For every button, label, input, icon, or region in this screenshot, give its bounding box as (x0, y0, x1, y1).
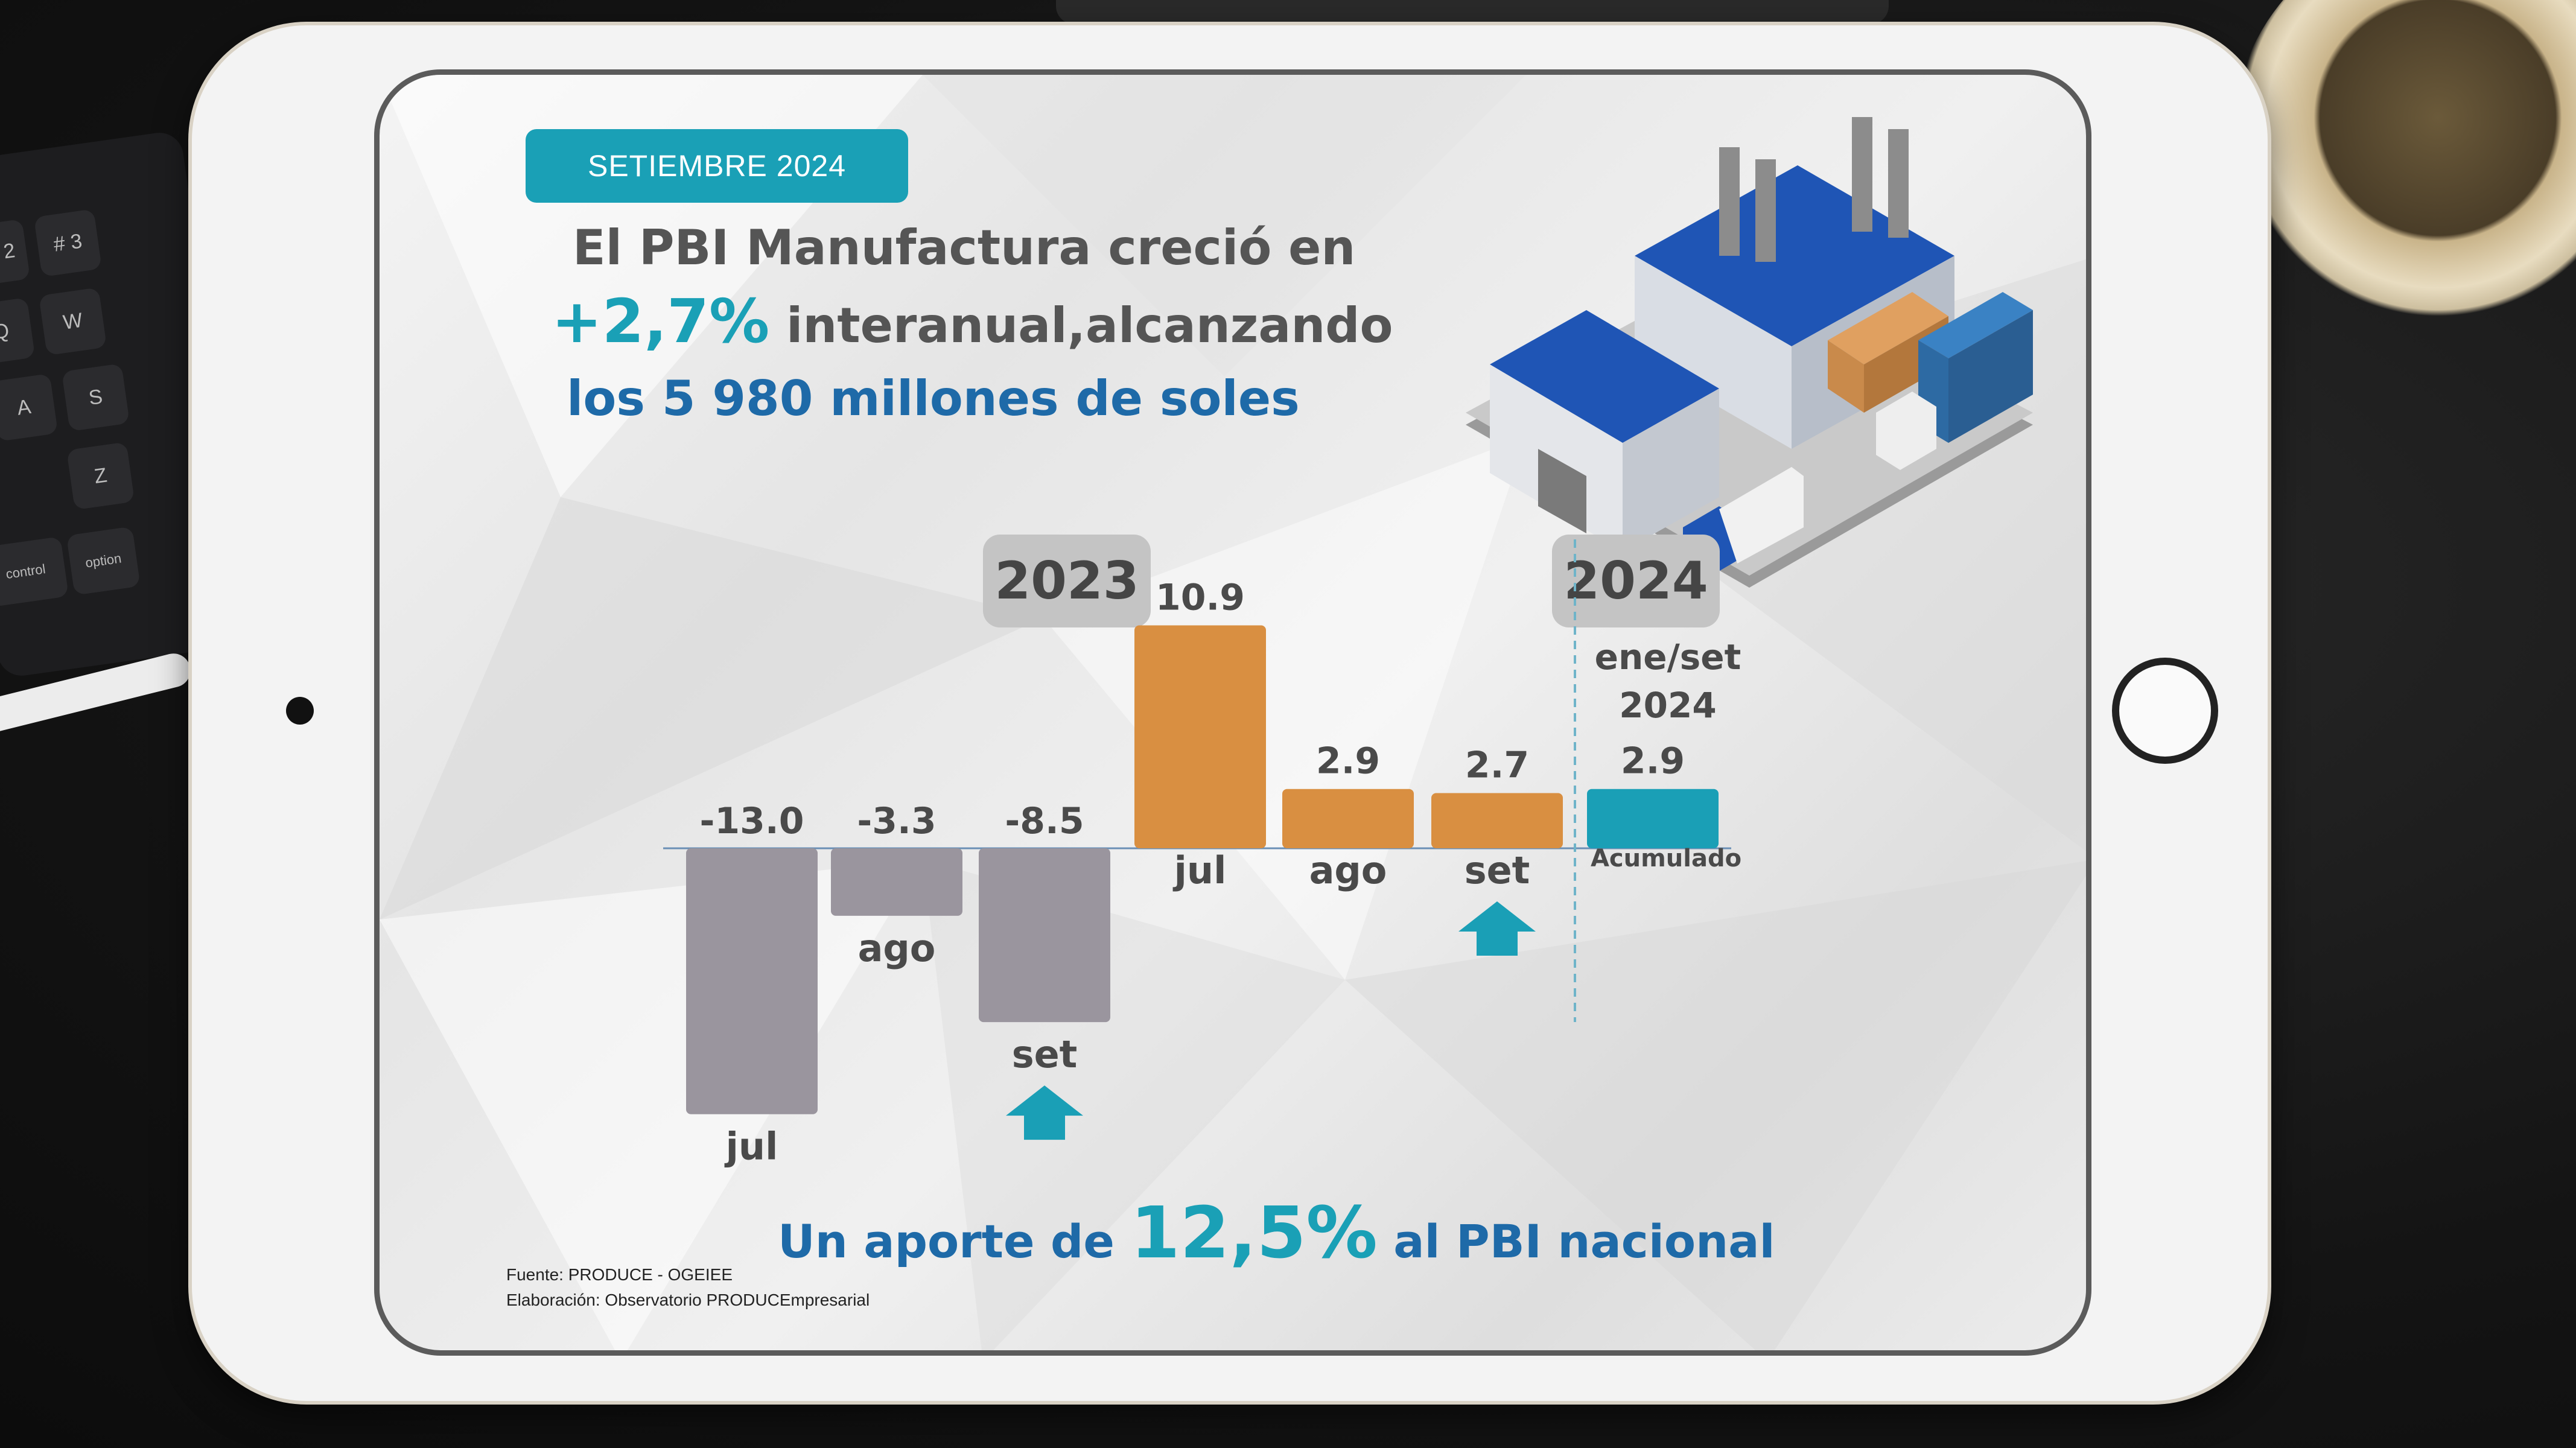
contribution-suffix: al PBI nacional (1377, 1215, 1775, 1268)
up-arrow-icon (1458, 901, 1536, 956)
category-label-4: ago (1309, 848, 1387, 892)
contribution-prefix: Un aporte de (778, 1215, 1131, 1268)
notebook (1056, 0, 1889, 24)
keyboard-key: W (39, 287, 107, 356)
category-label-3: jul (1172, 848, 1227, 892)
up-arrow-icon (1006, 1085, 1083, 1140)
keyboard-key: @ 2 (0, 218, 31, 287)
keyboard-key: S (62, 363, 130, 432)
keyboard-key: A (0, 373, 59, 442)
contribution-statement: Un aporte de 12,5% al PBI nacional (778, 1191, 1775, 1274)
bar-set-2 (979, 848, 1110, 1023)
year-label-2024: 2024 (1552, 535, 1720, 627)
value-label-3: 10.9 (1156, 576, 1245, 618)
bar-set-5 (1431, 793, 1563, 848)
value-label-1: -3.3 (857, 800, 936, 842)
keyboard-key: # 3 (33, 209, 102, 278)
category-label-6: Acumulado (1591, 845, 1741, 872)
factory-illustration (1466, 117, 2033, 588)
year-label-2023: 2023 (983, 535, 1151, 627)
infographic-screen: SETIEMBRE 2024 El PBI Manufactura creció… (374, 69, 2091, 1356)
value-label-2: -8.5 (1005, 800, 1084, 842)
growth-percentage: +2,7% (552, 286, 770, 357)
headline-line-1: El PBI Manufactura creció en (573, 220, 1356, 276)
credits-text: Elaboración: Observatorio PRODUCEmpresar… (506, 1291, 870, 1309)
bar-Acumulado-6 (1587, 789, 1719, 848)
cumulative-group-label-1: ene/set (1595, 637, 1741, 678)
cumulative-group-label-2: 2024 (1619, 685, 1716, 726)
headline-line-2-rest: interanual,alcanzando (769, 297, 1393, 354)
category-label-0: jul (724, 1125, 778, 1169)
headline-line-3: los 5 980 millones de soles (567, 370, 1300, 427)
value-label-6: 2.9 (1621, 740, 1685, 783)
source-text: Fuente: PRODUCE - OGEIEE (506, 1265, 733, 1284)
headline-line-2: +2,7% interanual,alcanzando (552, 286, 1393, 357)
contribution-percentage: 12,5% (1130, 1191, 1378, 1274)
bar-chart: jul ago set jul ago set Acumulado -13.0 -3.3 -8.… (663, 539, 1741, 1169)
keyboard-key: control (0, 536, 69, 608)
keyboard-key: Q (0, 297, 36, 366)
date-badge: SETIEMBRE 2024 (526, 129, 908, 203)
bar-jul-0 (686, 848, 818, 1114)
keyboard-key: Z (66, 442, 135, 510)
category-label-1: ago (858, 926, 936, 970)
value-label-0: -13.0 (700, 800, 804, 842)
category-label-5: set (1465, 848, 1530, 892)
bar-ago-4 (1282, 789, 1414, 848)
category-label-2: set (1012, 1032, 1078, 1076)
bar-ago-1 (831, 848, 962, 916)
bar-jul-3 (1134, 625, 1266, 848)
home-button[interactable] (2112, 658, 2218, 764)
camera-icon (286, 697, 314, 725)
keyboard-key: option (66, 526, 141, 595)
value-label-4: 2.9 (1316, 740, 1380, 783)
value-label-5: 2.7 (1465, 744, 1529, 786)
